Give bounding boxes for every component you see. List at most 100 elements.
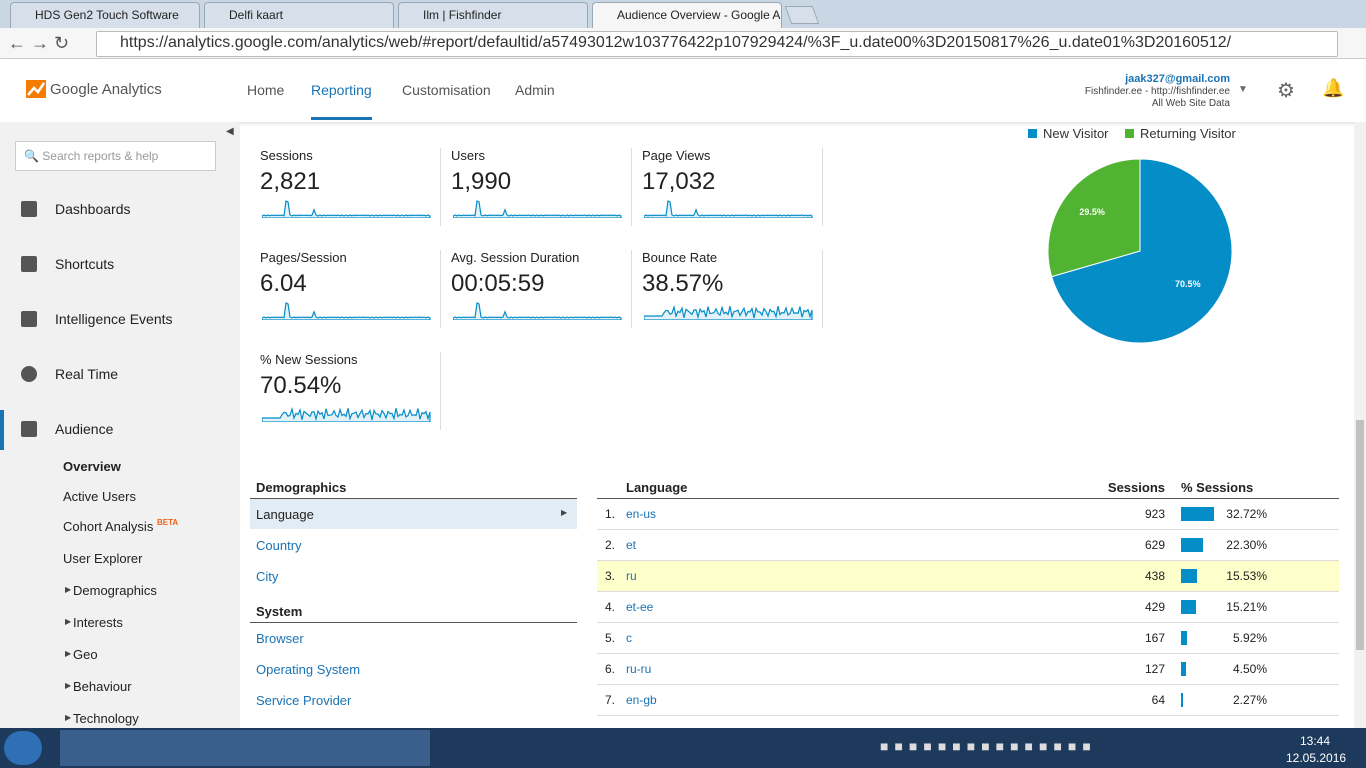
percent-bar	[1181, 538, 1204, 552]
sidebar	[0, 122, 240, 728]
address-bar[interactable]	[96, 31, 1338, 57]
demographics-link[interactable]: City	[256, 569, 279, 584]
sidebar-subitem[interactable]: Overview	[63, 459, 121, 474]
browser-tab[interactable]: Delfi kaart	[204, 2, 394, 28]
section-title: Demographics	[256, 480, 347, 495]
row-language[interactable]: en-us	[626, 507, 657, 521]
metric-divider	[440, 148, 441, 226]
expand-arrow: ▶	[65, 713, 72, 722]
account-property: Fishfinder.ee - http://fishfinder.ee	[1084, 86, 1230, 97]
metric-value: 00:05:59	[451, 270, 545, 297]
demographics-link[interactable]: Language	[256, 507, 314, 522]
collapse-sidebar[interactable]: ◀	[226, 126, 234, 137]
row-sessions: 923	[1144, 507, 1165, 521]
url: https://analytics.google.com/analytics/w…	[120, 34, 1232, 51]
sidebar-item[interactable]: Real Time	[55, 366, 119, 382]
nav-item[interactable]: Home	[247, 82, 285, 98]
metric-value: 70.54%	[260, 372, 342, 399]
metric-value: 1,990	[451, 168, 512, 195]
scrollbar-thumb[interactable]	[1356, 420, 1364, 650]
sidebar-item[interactable]: Dashboards	[55, 201, 131, 217]
browser-tab[interactable]: Ilm | Fishfinder	[398, 2, 588, 28]
sidebar-subitem[interactable]: Technology	[73, 711, 139, 726]
expand-arrow: ▶	[65, 585, 72, 594]
sidebar-subitem[interactable]: Active Users	[63, 489, 136, 504]
row-language[interactable]: ru-ru	[626, 662, 652, 676]
row-percent: 4.50%	[1232, 662, 1267, 676]
system-link[interactable]: Service Provider	[256, 693, 352, 708]
start-button[interactable]	[4, 731, 42, 765]
row-language[interactable]: et-ee	[626, 600, 654, 614]
row-arrow: ▶	[561, 508, 568, 517]
metric-label: Pages/Session	[260, 250, 347, 265]
nav-item[interactable]: Admin	[515, 82, 555, 98]
sidebar-subitem[interactable]: Demographics	[73, 583, 157, 598]
demographics-link[interactable]: Country	[256, 538, 302, 553]
nav-buttons[interactable]: ← → ↻	[8, 33, 70, 53]
metric-divider	[440, 250, 441, 328]
row-rank: 5.	[605, 631, 616, 645]
metric-divider	[822, 250, 823, 328]
table-row	[597, 654, 1339, 685]
table-rule	[597, 498, 1339, 499]
sidebar-icon	[21, 311, 37, 327]
expand-arrow: ▶	[65, 681, 72, 690]
system-link[interactable]: Browser	[256, 631, 304, 646]
pie-slice	[1051, 158, 1233, 344]
sidebar-subitem[interactable]: Behaviour	[73, 679, 132, 694]
nav-item[interactable]: Customisation	[402, 82, 491, 98]
account-email[interactable]: jaak327@gmail.com	[1125, 73, 1230, 85]
row-language[interactable]: en-gb	[626, 693, 657, 707]
sidebar-item[interactable]: Intelligence Events	[55, 311, 173, 327]
nav-underline	[311, 117, 372, 120]
row-rank: 4.	[605, 600, 616, 614]
system-link[interactable]: Operating System	[256, 662, 361, 677]
sidebar-icon	[21, 421, 37, 437]
row-language[interactable]: ru	[626, 569, 637, 583]
sidebar-subitem[interactable]: User Explorer	[63, 551, 143, 566]
sparkline	[453, 200, 622, 218]
row-language[interactable]: c	[626, 631, 632, 645]
settings-icon[interactable]: ⚙	[1277, 80, 1295, 102]
account-dropdown[interactable]: ▼	[1238, 84, 1248, 95]
row-sessions: 64	[1151, 693, 1165, 707]
sidebar-item[interactable]: Audience	[55, 421, 114, 437]
pie-slice	[1047, 158, 1141, 278]
percent-bar	[1181, 507, 1214, 521]
sidebar-icon	[21, 366, 37, 382]
metric-divider	[631, 148, 632, 226]
sidebar-icon	[21, 201, 37, 217]
notifications-icon[interactable]: 🔔	[1322, 78, 1345, 98]
pinned-apps[interactable]	[60, 730, 430, 766]
search-text: Search reports & help	[42, 149, 159, 163]
browser-tab[interactable]: HDS Gen2 Touch Software	[10, 2, 200, 28]
row-sessions: 429	[1144, 600, 1165, 614]
row-language[interactable]: et	[626, 538, 637, 552]
sidebar-subitem[interactable]: Interests	[73, 615, 123, 630]
row-percent: 2.27%	[1232, 693, 1267, 707]
row-percent: 5.92%	[1232, 631, 1267, 645]
browser-tab[interactable]: Audience Overview - Google Analytics	[592, 2, 782, 28]
section-rule	[250, 622, 577, 623]
account-view: All Web Site Data	[1151, 98, 1230, 109]
metric-label: Users	[451, 148, 485, 163]
tray-icons: ■■■■■■■■■■■■■■■	[880, 738, 1097, 754]
nav-item[interactable]: Reporting	[311, 82, 372, 98]
metric-divider	[440, 352, 441, 430]
sidebar-subitem[interactable]: Geo	[73, 647, 98, 662]
percent-bar	[1181, 569, 1197, 583]
table-header: % Sessions	[1181, 480, 1254, 495]
legend-label: Returning Visitor	[1140, 126, 1237, 141]
sidebar-subitem[interactable]: Cohort Analysis	[63, 519, 154, 534]
sparkline-path	[262, 302, 431, 320]
table-header: Sessions	[1107, 480, 1165, 495]
row-percent: 32.72%	[1226, 507, 1267, 521]
metric-value: 17,032	[642, 168, 716, 195]
search-box[interactable]	[15, 141, 216, 171]
sidebar-item[interactable]: Shortcuts	[55, 256, 115, 272]
row-sessions: 629	[1144, 538, 1165, 552]
row-rank: 1.	[605, 507, 616, 521]
percent-bar	[1181, 662, 1186, 676]
